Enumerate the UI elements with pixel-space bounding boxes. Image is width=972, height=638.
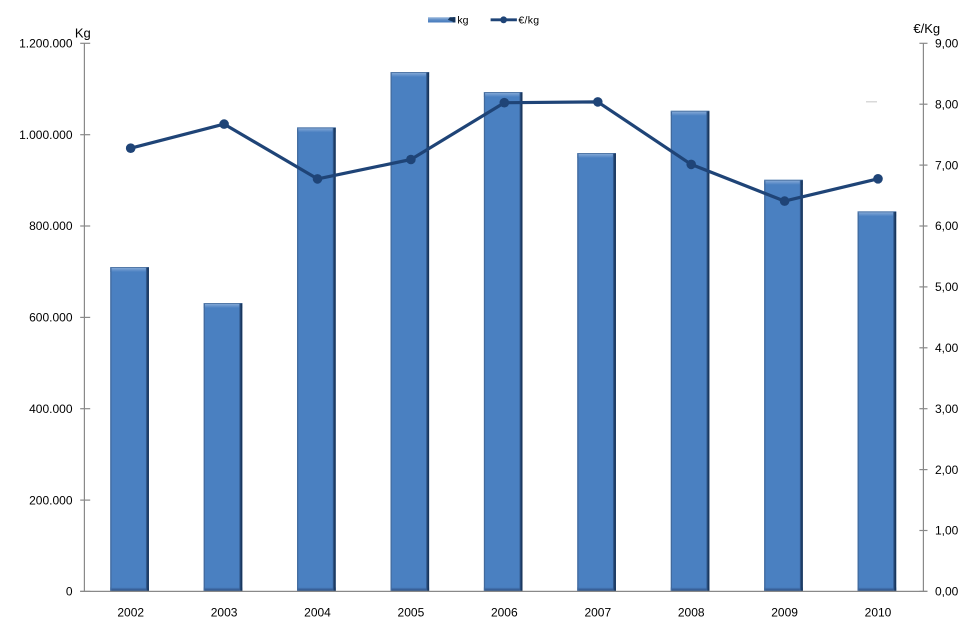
svg-text:2008: 2008: [678, 606, 705, 620]
svg-text:2007: 2007: [584, 606, 611, 620]
svg-text:Kg: Kg: [75, 26, 91, 41]
svg-text:2010: 2010: [865, 606, 892, 620]
svg-text:€/Kg: €/Kg: [913, 21, 940, 36]
svg-text:2005: 2005: [398, 606, 425, 620]
svg-text:1.200.000: 1.200.000: [19, 37, 73, 51]
svg-text:8,00: 8,00: [935, 97, 959, 111]
svg-text:5,00: 5,00: [935, 280, 959, 294]
svg-text:2004: 2004: [304, 606, 331, 620]
svg-text:0: 0: [66, 585, 73, 599]
svg-text:2006: 2006: [491, 606, 518, 620]
svg-text:4,00: 4,00: [935, 341, 959, 355]
svg-text:600.000: 600.000: [29, 311, 73, 325]
svg-text:3,00: 3,00: [935, 402, 959, 416]
svg-text:2002: 2002: [117, 606, 144, 620]
svg-text:9,00: 9,00: [935, 37, 959, 51]
svg-text:1,00: 1,00: [935, 524, 959, 538]
svg-text:1.000.000: 1.000.000: [19, 128, 73, 142]
svg-text:6,00: 6,00: [935, 219, 959, 233]
svg-text:2003: 2003: [211, 606, 238, 620]
svg-text:2,00: 2,00: [935, 463, 959, 477]
svg-text:€/kg: €/kg: [518, 14, 539, 26]
svg-text:800.000: 800.000: [29, 219, 73, 233]
svg-text:200.000: 200.000: [29, 493, 73, 507]
svg-text:0,00: 0,00: [935, 585, 959, 599]
svg-text:7,00: 7,00: [935, 158, 959, 172]
svg-text:400.000: 400.000: [29, 402, 73, 416]
svg-text:2009: 2009: [771, 606, 798, 620]
svg-text:kg: kg: [457, 14, 468, 26]
